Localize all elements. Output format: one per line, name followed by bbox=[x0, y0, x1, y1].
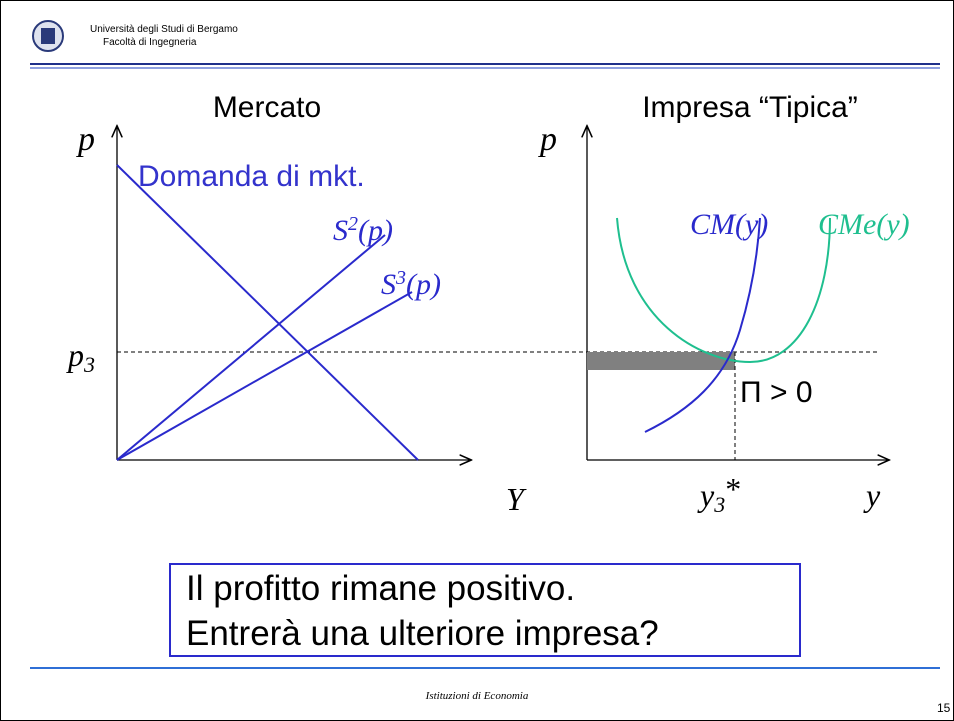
x-axis-label: Y bbox=[506, 481, 527, 517]
page-number: 15 bbox=[937, 701, 951, 715]
supply-3 bbox=[116, 291, 413, 461]
quantity-label: y3* bbox=[697, 471, 741, 517]
profit-label: Π > 0 bbox=[740, 376, 813, 409]
note-line: Il profitto rimane positivo. bbox=[186, 569, 575, 608]
y-axis-label: p bbox=[76, 121, 95, 158]
note-box bbox=[169, 563, 801, 657]
price-label: p3 bbox=[66, 337, 95, 377]
right-title: Impresa “Tipica” bbox=[642, 91, 858, 124]
s3-label: S3(p) bbox=[381, 267, 441, 301]
note-line: Entrerà una ulteriore impresa? bbox=[186, 614, 659, 653]
demand-label: Domanda di mkt. bbox=[138, 160, 365, 193]
cm-label: CM(y) bbox=[690, 208, 768, 241]
demand-line bbox=[116, 164, 419, 461]
supply-2 bbox=[116, 234, 386, 461]
university: Università degli Studi di Bergamo bbox=[90, 24, 238, 35]
course: Istituzioni di Economia bbox=[425, 690, 529, 702]
profit-area bbox=[587, 352, 735, 370]
y-axis-label: p bbox=[538, 121, 557, 158]
left-title: Mercato bbox=[213, 91, 321, 124]
x-axis-label: y bbox=[863, 477, 881, 513]
logo-inner bbox=[41, 28, 55, 44]
faculty: Facoltà di Ingegneria bbox=[103, 37, 197, 48]
s2-label: S2(p) bbox=[333, 213, 393, 247]
marginal-cost bbox=[644, 217, 761, 433]
average-cost bbox=[616, 217, 831, 364]
cme-label: CMe(y) bbox=[818, 208, 910, 241]
